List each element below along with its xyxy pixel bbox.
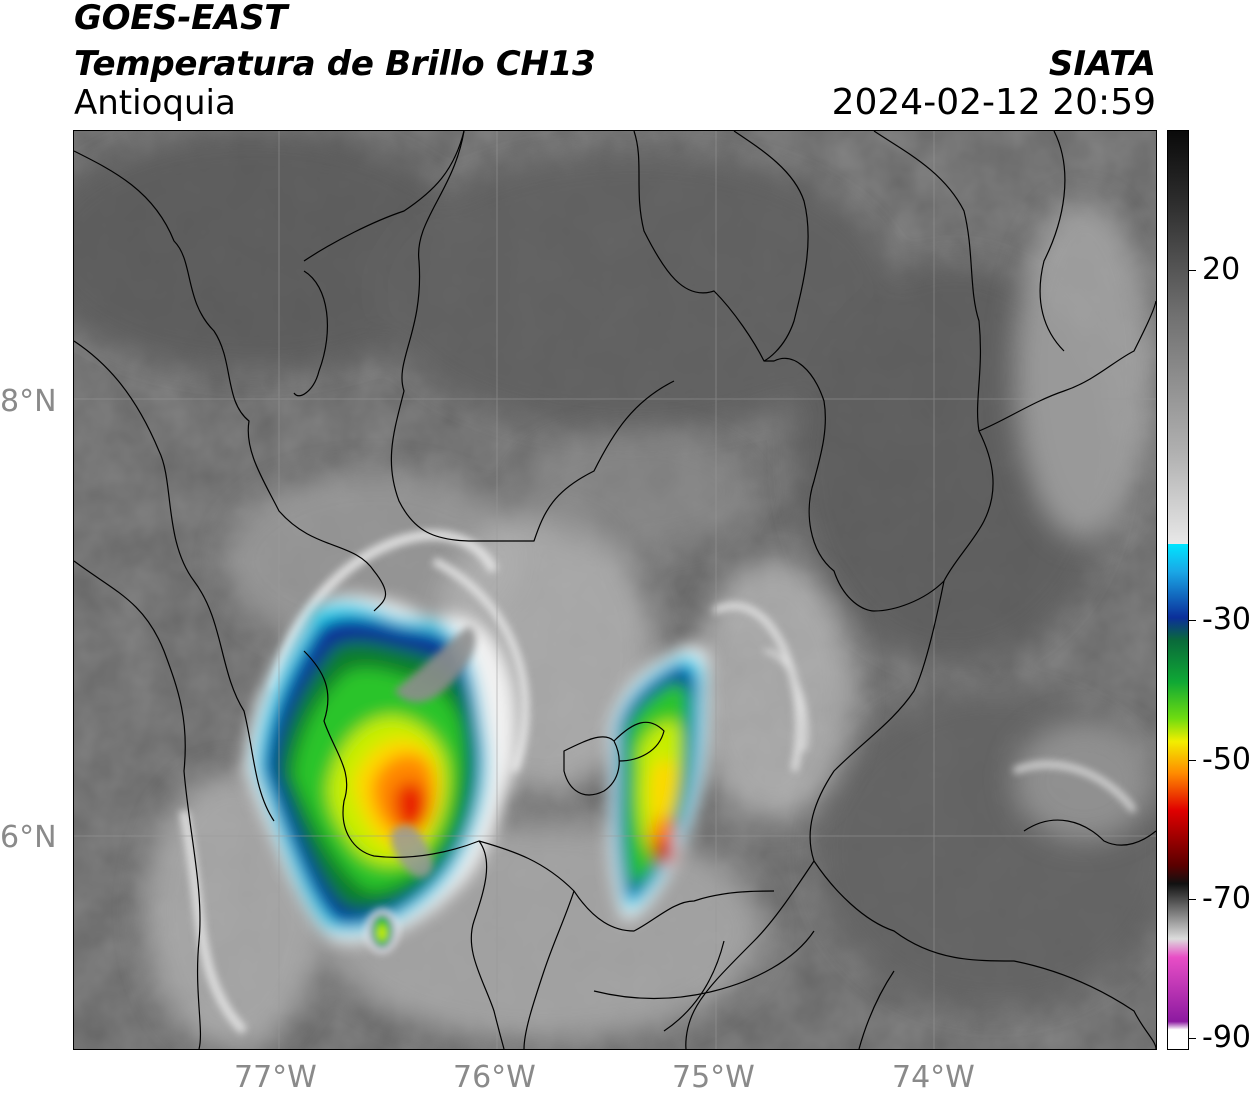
colorbar-label-20: 20	[1202, 252, 1241, 287]
colorbar-label-minus50: -50	[1202, 742, 1251, 777]
colorbar-tick	[1188, 760, 1196, 761]
colorbar-tick	[1188, 899, 1196, 900]
satellite-title: GOES-EAST	[74, 0, 288, 38]
product-title: Temperatura de Brillo CH13	[74, 44, 596, 84]
lat-label-6n: 6°N	[0, 820, 57, 855]
storm-west-gap	[394, 626, 476, 703]
storm-west-notch	[390, 825, 433, 878]
colorbar-tick	[1188, 620, 1196, 621]
borders	[74, 131, 1156, 1049]
lat-label-8n: 8°N	[0, 384, 57, 419]
satellite-map[interactable]	[73, 130, 1157, 1050]
lon-label-77w: 77°W	[234, 1060, 317, 1095]
colorbar-tick	[1188, 270, 1196, 271]
colorbar-gradient	[1168, 131, 1188, 1049]
colorbar-tick	[1188, 1038, 1196, 1039]
map-canvas	[74, 131, 1156, 1049]
colorbar-label-minus70: -70	[1202, 881, 1251, 916]
temperature-colorbar	[1167, 130, 1189, 1050]
title-block: GOES-EAST Temperatura de Brillo CH13 Ant…	[74, 0, 1156, 128]
graticule	[74, 131, 1156, 1049]
datetime-label: 2024-02-12 20:59	[831, 82, 1156, 123]
storm-west	[244, 594, 517, 943]
lon-label-76w: 76°W	[453, 1060, 536, 1095]
lon-label-74w: 74°W	[892, 1060, 975, 1095]
brand-label: SIATA	[1048, 44, 1156, 84]
storm-west-small-cell	[366, 909, 398, 953]
region-title: Antioquia	[74, 83, 236, 123]
lon-label-75w: 75°W	[672, 1060, 755, 1095]
colorbar-label-minus90: -90	[1202, 1020, 1251, 1055]
colorbar-label-minus30: -30	[1202, 602, 1251, 637]
